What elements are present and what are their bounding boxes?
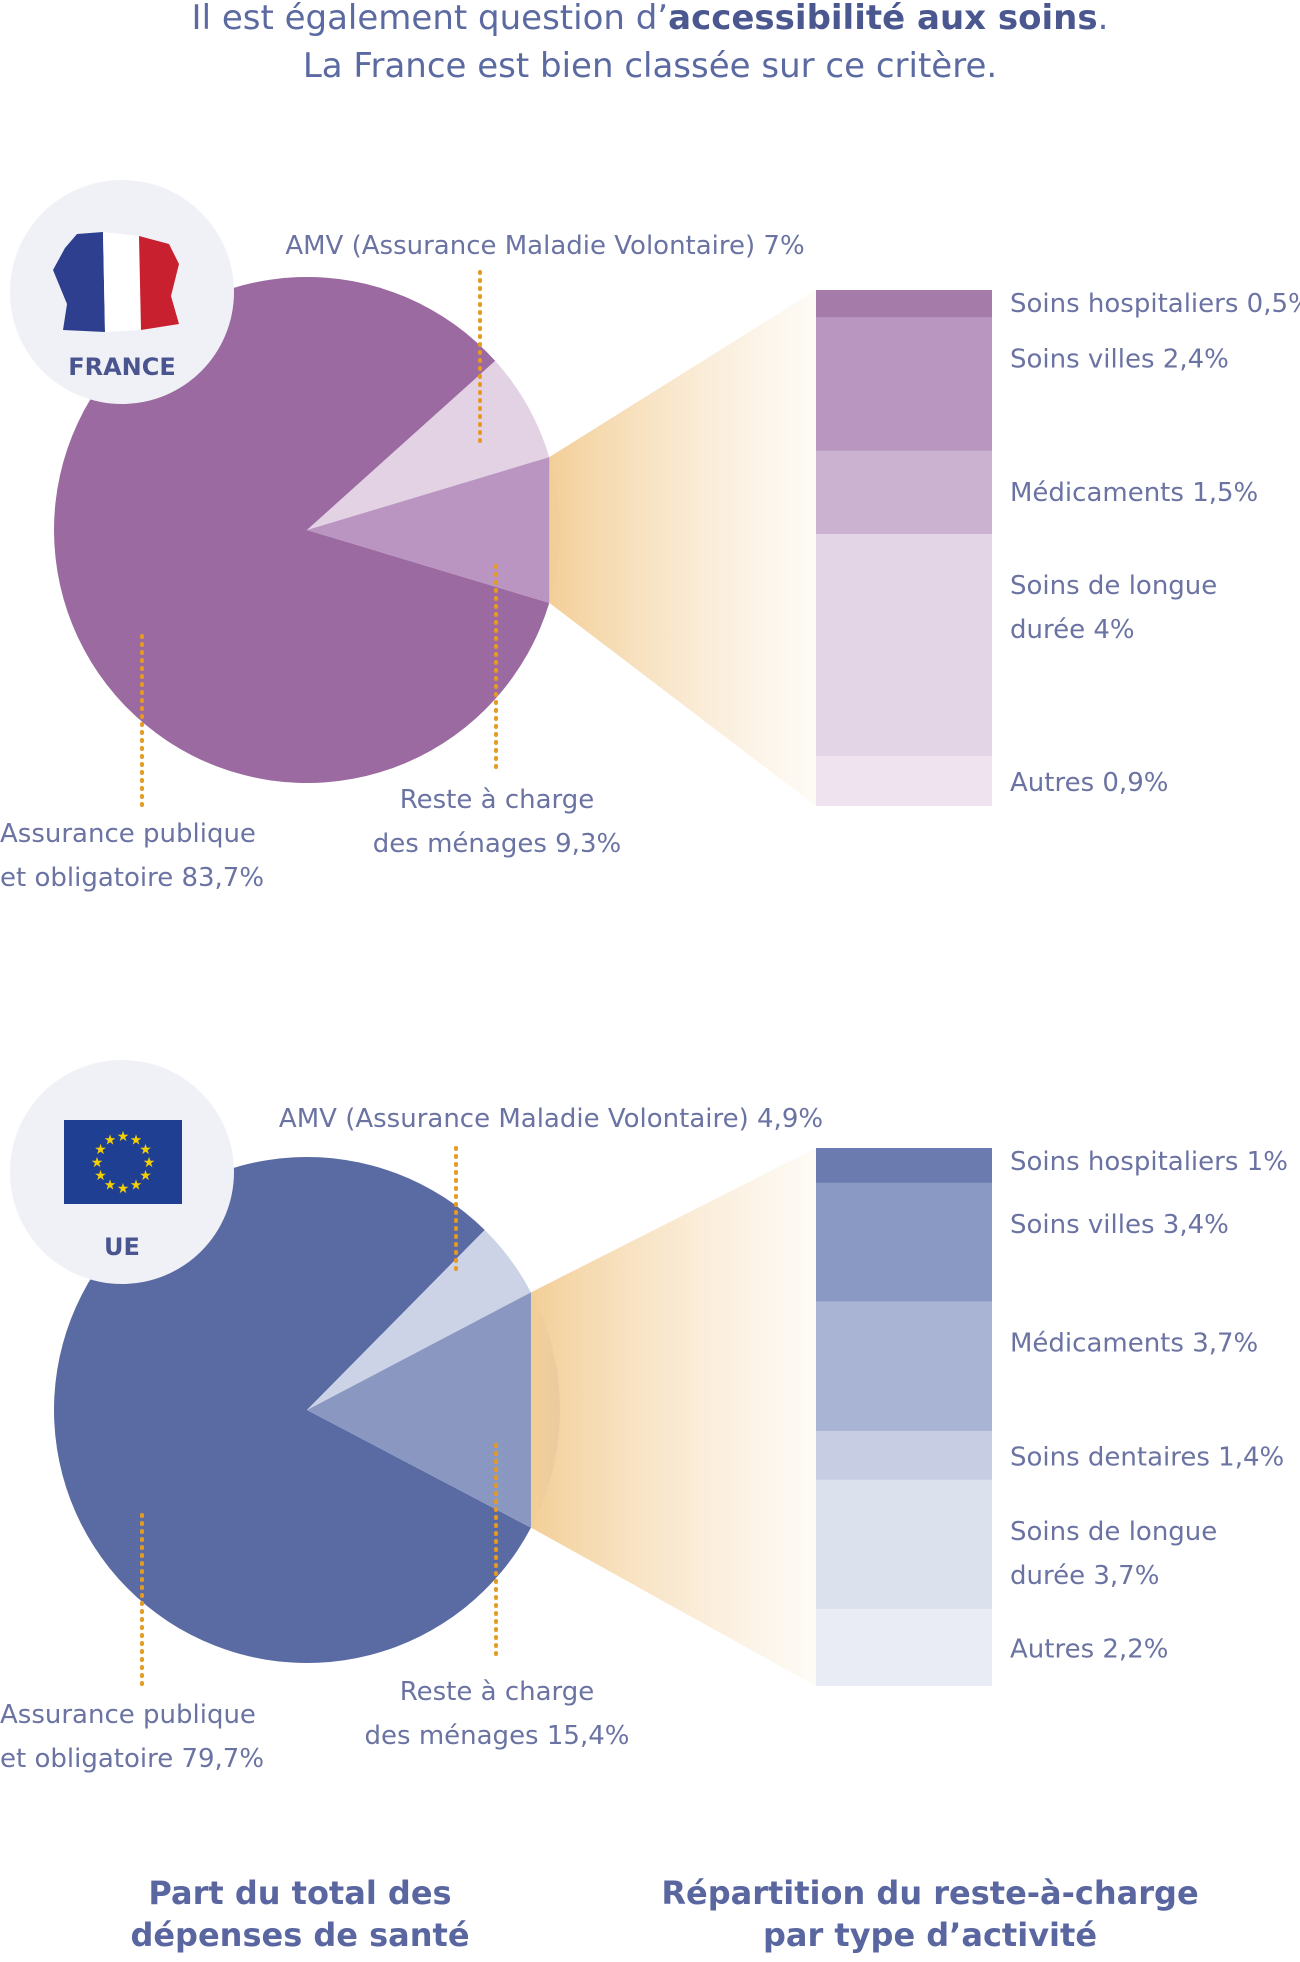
breakdown-label-line-2: durée 4% bbox=[1010, 615, 1135, 645]
flag-star: ★ bbox=[94, 1142, 107, 1158]
flag-star: ★ bbox=[130, 1132, 143, 1148]
slice-label-line-2: des ménages 15,4% bbox=[365, 1721, 630, 1751]
slice-label-amv: AMV (Assurance Maladie Volontaire) 4,9% bbox=[279, 1104, 823, 1134]
breakdown-segment bbox=[816, 317, 992, 451]
breakdown-label-line-2: durée 3,7% bbox=[1010, 1561, 1159, 1591]
flag-star: ★ bbox=[104, 1132, 117, 1148]
breakdown-label: Soins villes 2,4% bbox=[1010, 345, 1229, 375]
flag-star: ★ bbox=[104, 1178, 117, 1194]
headline-prefix: Il est également question d’ bbox=[191, 0, 669, 38]
breakdown-label: Médicaments 3,7% bbox=[1010, 1329, 1258, 1359]
flag-star: ★ bbox=[139, 1142, 152, 1158]
breakdown-label-line-1: Soins villes 3,4% bbox=[1010, 1210, 1229, 1240]
breakdown-label: Autres 2,2% bbox=[1010, 1635, 1168, 1665]
pie-slice-public bbox=[54, 1156, 531, 1663]
footer-left-line-1: Part du total des bbox=[148, 1874, 452, 1912]
breakdown-label: Soins dentaires 1,4% bbox=[1010, 1442, 1284, 1472]
slice-label-reste: Reste à charge des ménages 15,4% bbox=[365, 1677, 630, 1751]
chart-panel-france: Soins hospitaliers 0,5% Soins villes 2,4%… bbox=[0, 180, 1300, 893]
eu-flag-icon: ★★★★★★★★★ ★ ★★ bbox=[64, 1120, 182, 1204]
headline-line-1: Il est également question d’accessibilit… bbox=[0, 0, 1300, 42]
flag-star: ★ bbox=[91, 1155, 104, 1171]
breakdown-label: Soins hospitaliers 1% bbox=[1010, 1147, 1288, 1177]
headline-bold: accessibilité aux soins bbox=[668, 0, 1098, 38]
flag-star: ★ bbox=[139, 1168, 152, 1184]
slice-label-amv: AMV (Assurance Maladie Volontaire) 7% bbox=[285, 231, 804, 261]
slice-label-line-1: AMV (Assurance Maladie Volontaire) 4,9% bbox=[279, 1104, 823, 1134]
breakdown-label-line-1: Autres 2,2% bbox=[1010, 1635, 1168, 1665]
slice-label-reste: Reste à charge des ménages 9,3% bbox=[373, 785, 621, 859]
breakdown-label: Soins de longue durée 3,7% bbox=[1010, 1517, 1217, 1591]
footer-right-line-2: par type d’activité bbox=[762, 1916, 1098, 1954]
flag-blue-part bbox=[53, 232, 105, 332]
flag-white-part bbox=[103, 232, 141, 332]
breakdown-bar: Soins hospitaliers 1% Soins villes 3,4% Mé… bbox=[816, 1147, 1288, 1686]
slice-label-line-1: Assurance publique bbox=[0, 1700, 256, 1730]
breakdown-label-line-1: Soins villes 2,4% bbox=[1010, 345, 1229, 375]
breakdown-label: Soins de longue durée 4% bbox=[1010, 571, 1217, 645]
breakdown-label-line-1: Médicaments 3,7% bbox=[1010, 1329, 1258, 1359]
slice-label-line-2: et obligatoire 83,7% bbox=[0, 863, 264, 893]
pie-slice-amv bbox=[307, 360, 550, 530]
country-badge: FRANCE bbox=[10, 180, 234, 404]
footer-right-title: Répartition du reste-à-charge par type d… bbox=[640, 1872, 1220, 1956]
flag-star: ★ bbox=[117, 1129, 130, 1145]
breakdown-label: Autres 0,9% bbox=[1010, 768, 1168, 798]
headline-suffix: . bbox=[1097, 0, 1109, 38]
slice-label-line-2: et obligatoire 79,7% bbox=[0, 1744, 264, 1774]
badge-label: UE bbox=[104, 1233, 140, 1261]
badge-label: FRANCE bbox=[68, 353, 176, 381]
slice-label-line-1: AMV (Assurance Maladie Volontaire) 7% bbox=[285, 231, 804, 261]
slice-label-public: Assurance publique et obligatoire 79,7% bbox=[0, 1700, 264, 1774]
breakdown-segment bbox=[816, 450, 992, 535]
breakdown-label: Soins villes 3,4% bbox=[1010, 1210, 1229, 1240]
footer-left-title: Part du total des dépenses de santé bbox=[100, 1872, 500, 1956]
breakdown-connector bbox=[549, 290, 816, 806]
country-badge: ★★★★★★★★★ ★ ★★UE bbox=[10, 1060, 234, 1284]
breakdown-label: Soins hospitaliers 0,5% bbox=[1010, 289, 1300, 319]
breakdown-segment bbox=[816, 1609, 992, 1686]
breakdown-segment bbox=[816, 1148, 992, 1183]
breakdown-segment bbox=[816, 534, 992, 757]
slice-label-line-2: des ménages 9,3% bbox=[373, 829, 621, 859]
france-map-flag-icon bbox=[53, 232, 179, 332]
footer-left-line-2: dépenses de santé bbox=[130, 1916, 470, 1954]
breakdown-segment bbox=[816, 1430, 992, 1480]
flag-star: ★ bbox=[143, 1155, 156, 1171]
footer-right-line-1: Répartition du reste-à-charge bbox=[661, 1874, 1199, 1912]
flag-red-part bbox=[139, 236, 179, 330]
breakdown-segment bbox=[816, 756, 992, 806]
breakdown-segment bbox=[816, 1479, 992, 1610]
flag-star: ★ bbox=[94, 1168, 107, 1184]
breakdown-connector bbox=[530, 1148, 816, 1686]
breakdown-segment bbox=[816, 1182, 992, 1302]
breakdown-segment bbox=[816, 290, 992, 318]
flag-star: ★ bbox=[117, 1181, 130, 1197]
breakdown-segment bbox=[816, 1301, 992, 1431]
chart-panel-ue: Soins hospitaliers 1% Soins villes 3,4% Mé… bbox=[0, 1060, 1288, 1774]
slice-label-line-1: Reste à charge bbox=[400, 785, 595, 815]
headline-line-2: La France est bien classée sur ce critèr… bbox=[302, 46, 998, 86]
breakdown-label-line-1: Médicaments 1,5% bbox=[1010, 478, 1258, 508]
flag-star: ★ bbox=[130, 1178, 143, 1194]
slice-label-line-1: Assurance publique bbox=[0, 819, 256, 849]
flag-field bbox=[64, 1120, 182, 1204]
breakdown-label-line-1: Soins de longue bbox=[1010, 1517, 1217, 1547]
breakdown-label-line-1: Soins de longue bbox=[1010, 571, 1217, 601]
slice-label-public: Assurance publique et obligatoire 83,7% bbox=[0, 819, 264, 893]
breakdown-label-line-1: Autres 0,9% bbox=[1010, 768, 1168, 798]
breakdown-label-line-1: Soins dentaires 1,4% bbox=[1010, 1442, 1284, 1472]
breakdown-label: Médicaments 1,5% bbox=[1010, 478, 1258, 508]
pie-slice-public bbox=[53, 277, 550, 783]
breakdown-label-line-1: Soins hospitaliers 1% bbox=[1010, 1147, 1288, 1177]
pie-slice-amv bbox=[307, 1229, 531, 1410]
breakdown-bar: Soins hospitaliers 0,5% Soins villes 2,4%… bbox=[816, 289, 1300, 806]
breakdown-label-line-1: Soins hospitaliers 0,5% bbox=[1010, 289, 1300, 319]
slice-label-line-1: Reste à charge bbox=[400, 1677, 595, 1707]
